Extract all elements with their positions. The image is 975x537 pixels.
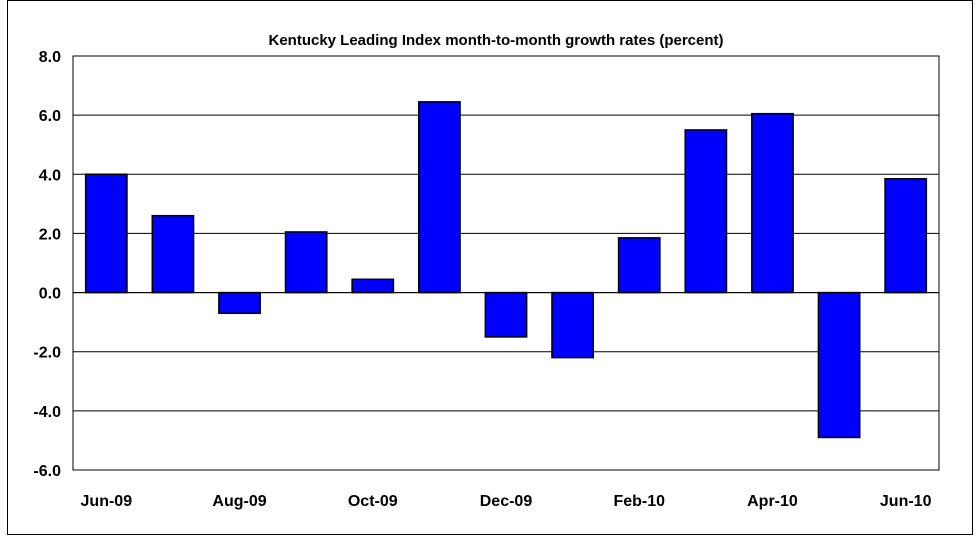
x-tick-label: Aug-09 [212, 493, 266, 510]
bar-jun-09 [84, 173, 128, 294]
bars [84, 101, 928, 439]
bar-may-10 [817, 291, 861, 439]
plot-area [72, 55, 940, 471]
x-tick-label: Jun-10 [880, 493, 932, 510]
bar-nov-09 [417, 101, 461, 294]
bar-apr-10 [751, 112, 794, 294]
y-tick-label: -4.0 [33, 404, 61, 421]
y-tick-label: 2.0 [39, 226, 61, 243]
bar-sep-09 [284, 231, 328, 294]
gridlines [73, 114, 939, 412]
x-tick-label: Apr-10 [747, 493, 798, 510]
x-tick-label: Jun-09 [81, 493, 133, 510]
bar-mar-10 [684, 129, 728, 294]
bar-feb-10 [617, 237, 661, 294]
bar-aug-09 [218, 291, 261, 315]
bar-jul-09 [151, 214, 195, 294]
y-tick-label: 8.0 [39, 49, 61, 66]
bar-dec-09 [484, 291, 528, 338]
x-axis-ticks: Jun-09 Aug-09 Oct-09 Dec-09 Feb-10 Apr-10 Jun-… [81, 493, 932, 510]
bar-jun-10 [884, 177, 928, 294]
bar-jan-10 [551, 291, 595, 359]
x-tick-label: Dec-09 [480, 493, 533, 510]
x-tick-label: Oct-09 [348, 493, 398, 510]
y-tick-label: 6.0 [39, 108, 61, 125]
y-tick-label: 0.0 [39, 286, 61, 303]
y-tick-label: 4.0 [39, 167, 61, 184]
bar-oct-09 [351, 278, 395, 294]
chart-title: Kentucky Leading Index month-to-month gr… [268, 32, 723, 49]
y-axis-ticks: 8.0 6.0 4.0 2.0 0.0 -2.0 -4.0 -6.0 [33, 49, 61, 480]
x-tick-label: Feb-10 [613, 493, 665, 510]
y-tick-label: -2.0 [33, 345, 61, 362]
y-tick-label: -6.0 [33, 463, 61, 480]
